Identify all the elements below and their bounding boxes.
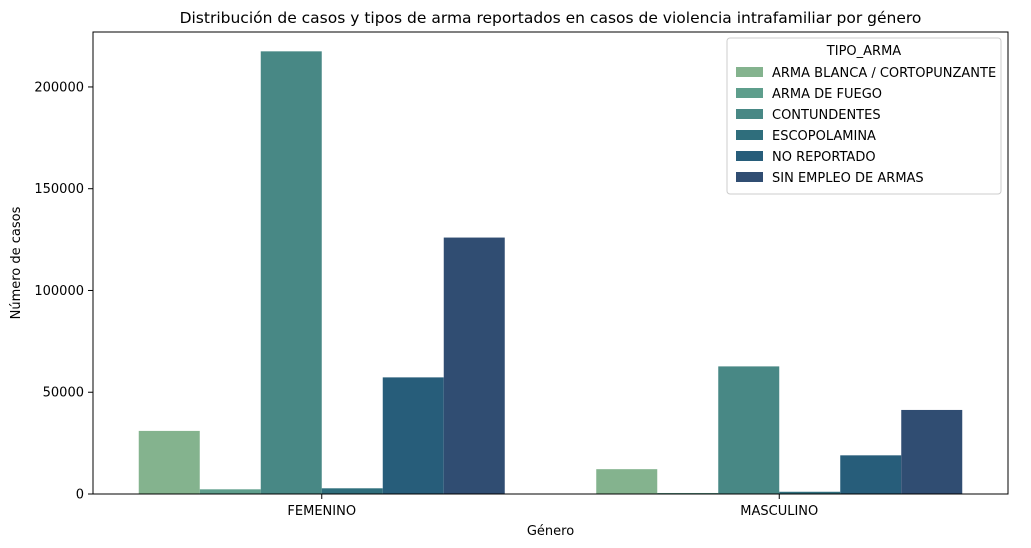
legend-entry: ARMA DE FUEGO xyxy=(772,87,882,102)
bar-femenino-2 xyxy=(260,51,322,494)
y-tick-label: 100000 xyxy=(34,284,84,299)
bar-masculino-3 xyxy=(779,491,841,494)
bar-femenino-5 xyxy=(443,237,505,494)
legend-entry: NO REPORTADO xyxy=(772,150,876,165)
bar-femenino-3 xyxy=(321,488,383,494)
legend-swatch xyxy=(736,109,763,119)
x-axis-label: Género xyxy=(527,524,574,539)
x-tick-label: FEMENINO xyxy=(287,504,356,519)
legend-swatch xyxy=(736,130,763,140)
legend-swatch xyxy=(736,67,763,77)
bar-femenino-4 xyxy=(382,377,444,494)
plot-layer xyxy=(138,51,963,494)
legend-box xyxy=(726,37,1002,195)
axis-layer: FEMENINO MASCULINO 0 50000 100000 150000 20000… xyxy=(34,80,818,519)
bar-masculino-0 xyxy=(596,469,658,494)
legend-entry: ESCOPOLAMINA xyxy=(772,129,876,144)
y-tick-label: 150000 xyxy=(34,182,84,197)
bar-masculino-1 xyxy=(657,492,719,494)
legend-swatch xyxy=(736,151,763,161)
chart-title: Distribución de casos y tipos de arma re… xyxy=(180,9,922,27)
bar-femenino-0 xyxy=(138,430,200,494)
legend-swatch xyxy=(736,172,763,182)
bar-masculino-5 xyxy=(901,409,963,494)
x-tick-label: MASCULINO xyxy=(740,504,818,519)
legend-entry: ARMA BLANCA / CORTOPUNZANTE xyxy=(772,66,996,81)
y-tick-label: 200000 xyxy=(34,80,84,95)
plot-frame xyxy=(92,31,1009,495)
legend: TIPO_ARMA ARMA BLANCA / CORTOPUNZANTE ARM… xyxy=(726,37,1002,195)
y-tick-label: 50000 xyxy=(43,386,84,401)
bar-masculino-2 xyxy=(718,366,780,494)
legend-entry: SIN EMPLEO DE ARMAS xyxy=(772,171,924,186)
legend-swatch xyxy=(736,88,763,98)
bar-masculino-4 xyxy=(840,455,902,494)
legend-entry: CONTUNDENTES xyxy=(772,108,881,123)
y-tick-label: 0 xyxy=(76,488,84,503)
y-axis-label: Número de casos xyxy=(9,206,24,319)
legend-title: TIPO_ARMA xyxy=(826,44,901,59)
bar-femenino-1 xyxy=(199,489,261,494)
